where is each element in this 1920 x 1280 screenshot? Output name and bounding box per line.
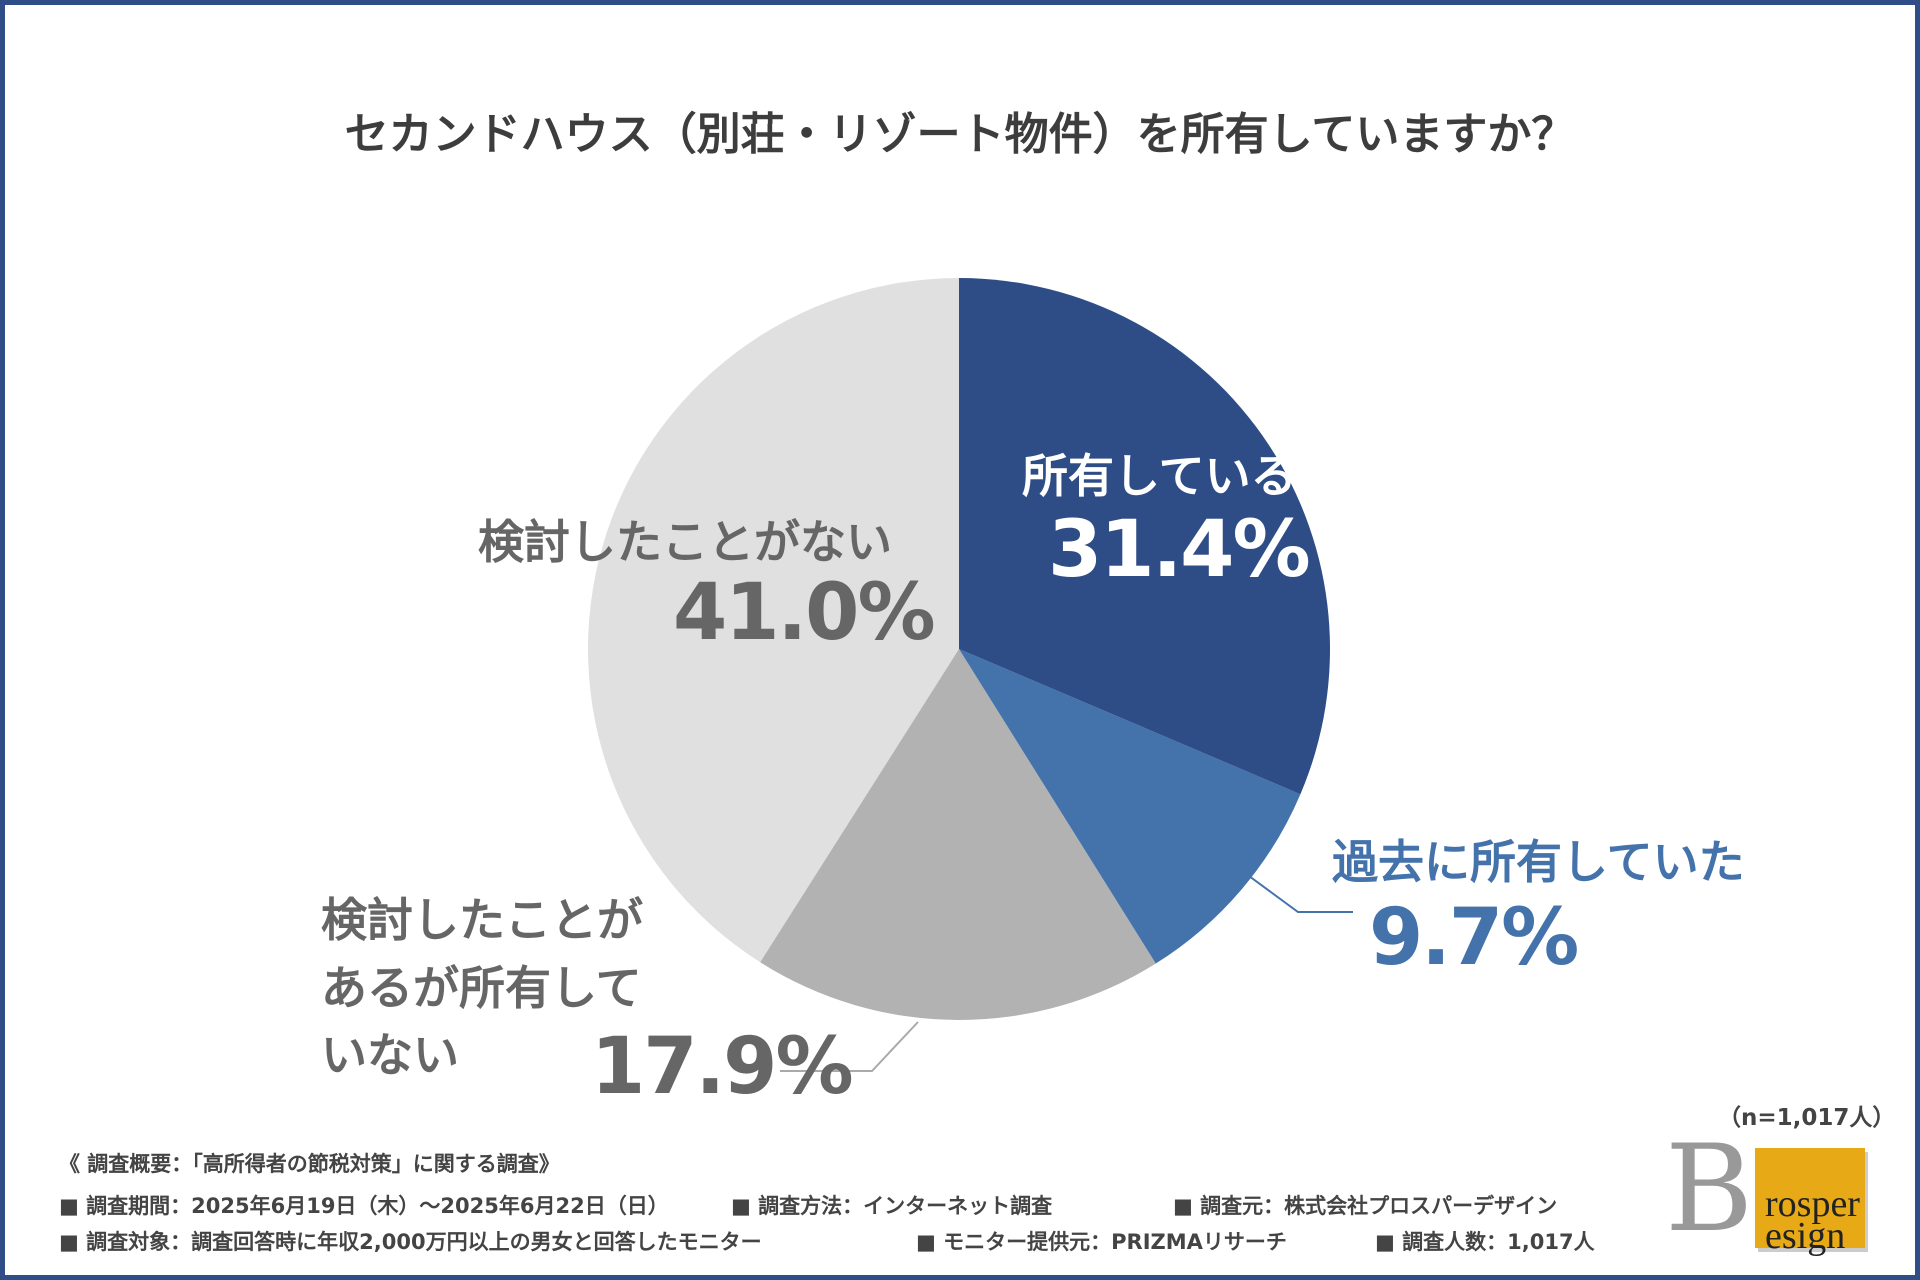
- sample-size: （n=1,017人）: [1718, 1105, 1896, 1131]
- slice-value-considered: 17.9%: [591, 1022, 854, 1112]
- slice-value-never: 41.0%: [673, 568, 936, 658]
- pie-slice-never: [588, 278, 959, 963]
- slice-label-considered-line3: いない: [321, 1028, 459, 1082]
- footer-provider: ■ モニター提供元：PRIZMAリサーチ: [916, 1230, 1287, 1254]
- slice-label-past: 過去に所有していた: [1332, 835, 1745, 889]
- leader-line-past: [1248, 875, 1353, 913]
- slice-label-never: 検討したことがない: [478, 515, 892, 569]
- pie-slice-own: [959, 278, 1330, 795]
- leader-line-considered: [780, 1021, 919, 1072]
- footer-heading: 《 調査概要：「高所得者の節税対策」に関する調査》: [59, 1152, 560, 1176]
- footer-count: ■ 調査人数：1,017人: [1375, 1230, 1595, 1254]
- logo-text-bottom: esign: [1765, 1215, 1846, 1257]
- footer-method: ■ 調査方法：インターネット調査: [731, 1194, 1053, 1218]
- pie-slice-considered: [760, 649, 1156, 1020]
- slice-label-considered-line1: 検討したことが: [321, 893, 643, 947]
- slice-label-own: 所有している: [1022, 449, 1297, 503]
- logo-text-top: rosper: [1765, 1183, 1860, 1225]
- footer-target: ■ 調査対象：調査回答時に年収2,000万円以上の男女と回答したモニター: [59, 1230, 762, 1254]
- slice-label-considered-line2: あるが所有して: [321, 961, 642, 1015]
- logo-letter: B: [1665, 1120, 1754, 1259]
- company-logo: B rosper esign: [1665, 1130, 1871, 1257]
- slice-value-own: 31.4%: [1048, 505, 1311, 595]
- footer-source: ■ 調査元：株式会社プロスパーデザイン: [1173, 1194, 1558, 1218]
- footer-period: ■ 調査期間：2025年6月19日（木）～2025年6月22日（日）: [59, 1194, 669, 1218]
- chart-title: セカンドハウス（別荘・リゾート物件）を所有していますか？: [344, 109, 1576, 160]
- slice-value-past: 9.7%: [1369, 893, 1579, 983]
- pie-slice-past: [959, 649, 1301, 964]
